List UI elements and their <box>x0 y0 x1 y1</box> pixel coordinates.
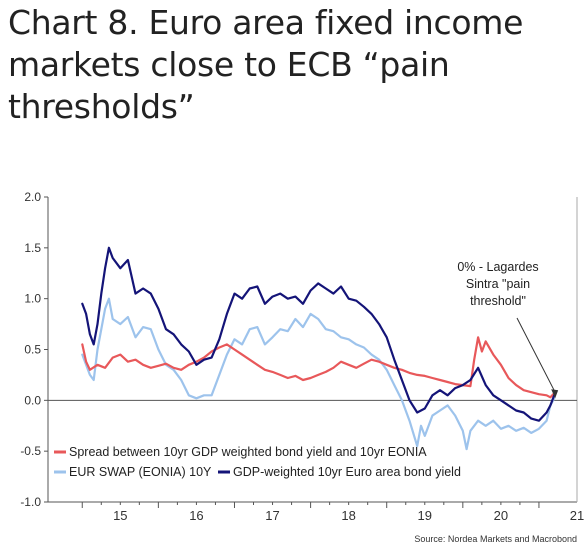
annotation-arrow-line <box>516 317 556 393</box>
annotation-text-2: threshold" <box>470 294 526 308</box>
x-tick-label-0: 15 <box>113 508 127 523</box>
x-tick-label-3: 18 <box>341 508 355 523</box>
legend-label-0: Spread between 10yr GDP weighted bond yi… <box>69 445 427 459</box>
x-tick-label-6: 21 <box>570 508 584 523</box>
chart-axes: 2.0 1.5 1.0 0.5 0.0 -0.5 -1.0 15 16 17 18 19 20 21 <box>20 190 584 523</box>
chart-legend: Spread between 10yr GDP weighted bond yi… <box>54 445 461 479</box>
series-line-2 <box>81 246 556 422</box>
x-tick-label-5: 20 <box>494 508 508 523</box>
y-tick-label-1: 1.5 <box>24 241 41 255</box>
annotation-arrow-head <box>551 389 559 399</box>
legend-label-1: EUR SWAP (EONIA) 10Y <box>69 465 212 479</box>
page-title: Chart 8. Euro area fixed income markets … <box>8 3 524 126</box>
chart-series <box>81 246 556 451</box>
y-tick-label-4: 0.0 <box>24 393 41 407</box>
x-tick-label-4: 19 <box>418 508 432 523</box>
y-tick-label-3: 0.5 <box>24 343 41 357</box>
x-tick-label-1: 16 <box>189 508 203 523</box>
y-tick-label-2: 1.0 <box>24 292 41 306</box>
chart-annotation: 0% - Lagardes Sintra "pain threshold" <box>457 260 559 399</box>
annotation-text-0: 0% - Lagardes <box>457 260 538 274</box>
y-tick-label-5: -0.5 <box>20 444 41 458</box>
y-tick-label-0: 2.0 <box>24 190 41 204</box>
series-line-1 <box>81 297 556 451</box>
x-tick-label-2: 17 <box>265 508 279 523</box>
series-line-0 <box>81 336 556 399</box>
y-tick-label-6: -1.0 <box>20 495 41 509</box>
annotation-text-1: Sintra "pain <box>466 277 530 291</box>
source-note: Source: Nordea Markets and Macrobond <box>414 534 577 544</box>
legend-label-2: GDP-weighted 10yr Euro area bond yield <box>233 465 461 479</box>
